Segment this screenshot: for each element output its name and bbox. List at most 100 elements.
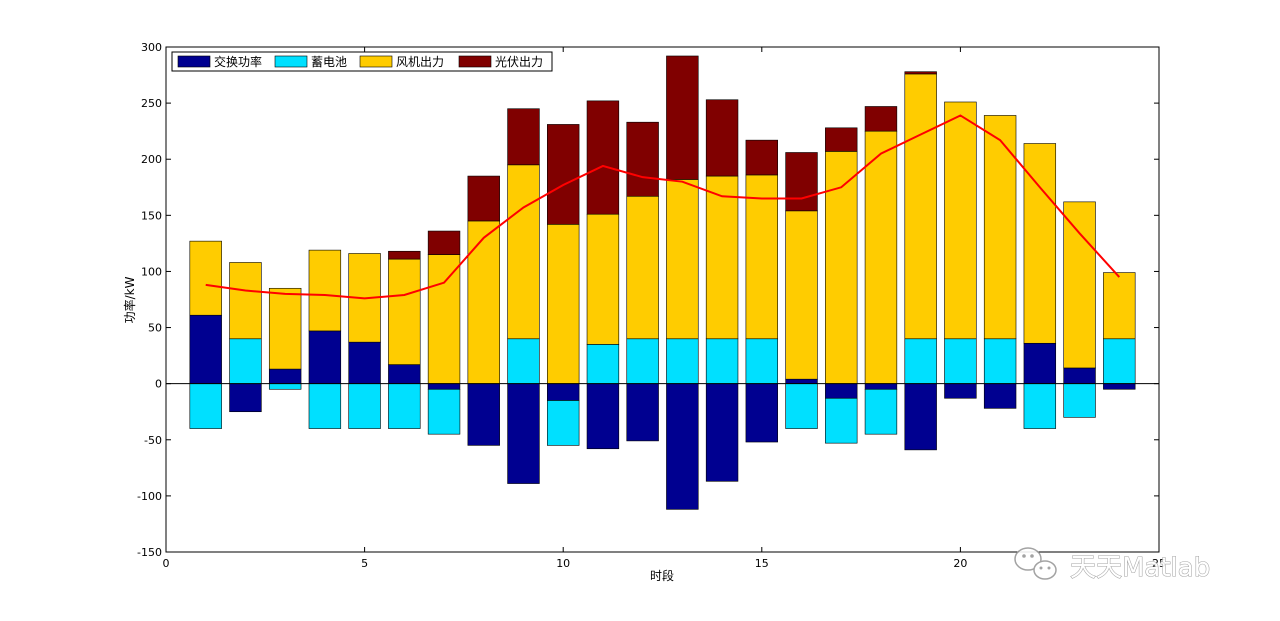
bar-segment-3-period-7 xyxy=(427,254,461,384)
bar-segment-4-period-10 xyxy=(547,124,580,225)
bar-segment-3-period-2 xyxy=(229,262,262,340)
bar-segment-3-period-10 xyxy=(547,224,580,384)
bar-segment-2-period-11 xyxy=(586,344,620,384)
x-axis-ticks: 0 5 10 15 20 25 xyxy=(163,47,1166,570)
bar-segment-2-period-5 xyxy=(348,383,381,429)
y-axis-ticks: -150 -100 -50 0 50 100 150 200 250 300 xyxy=(137,41,1159,559)
bar-segment-3-period-14 xyxy=(705,175,739,340)
bar-segment-4-period-16 xyxy=(785,152,818,212)
bar-segment-3-period-23 xyxy=(1063,201,1096,369)
legend-swatch-2 xyxy=(274,55,308,68)
bar-segment-2-period-9 xyxy=(507,338,540,384)
legend-swatch-3 xyxy=(359,55,393,68)
y-tick-label: 250 xyxy=(141,97,162,110)
y-tick-label: -50 xyxy=(144,434,162,447)
bar-segment-1-period-11 xyxy=(586,383,620,450)
bar-segment-3-period-16 xyxy=(785,210,818,380)
legend-items: 交换功率 蓄电池 风机出力 光伏出力 xyxy=(177,54,543,69)
bar-segment-1-period-6 xyxy=(388,364,421,384)
bar-segment-3-period-15 xyxy=(745,174,778,340)
legend-swatch-1 xyxy=(177,55,211,68)
bar-segment-1-period-2 xyxy=(229,383,262,413)
y-tick-label: -100 xyxy=(137,490,162,503)
x-tick-label: 5 xyxy=(361,557,368,570)
bar-segment-3-period-8 xyxy=(467,220,500,384)
bar-segment-4-period-14 xyxy=(705,99,739,177)
bar-segment-2-period-6 xyxy=(388,383,421,429)
bar-segment-4-period-11 xyxy=(586,100,620,215)
y-tick-label: 50 xyxy=(148,322,162,335)
bar-segment-2-period-3 xyxy=(268,383,302,390)
bar-segment-3-period-20 xyxy=(944,101,977,340)
legend: 交换功率 蓄电池 风机出力 光伏出力 xyxy=(171,51,553,72)
y-tick-label: 200 xyxy=(141,153,162,166)
bar-segment-2-period-1 xyxy=(189,383,222,429)
bar-segment-4-period-19 xyxy=(904,71,937,75)
x-tick-label: 10 xyxy=(556,557,570,570)
bar-segment-1-period-21 xyxy=(983,383,1017,409)
bar-segment-1-period-12 xyxy=(626,383,659,442)
bar-segment-1-period-18 xyxy=(864,383,898,390)
bar-segment-1-period-14 xyxy=(705,383,739,482)
bar-segment-1-period-24 xyxy=(1103,383,1136,390)
bar-segment-1-period-10 xyxy=(547,383,580,401)
bar-segment-1-period-19 xyxy=(904,383,937,451)
bar-segment-1-period-22 xyxy=(1023,342,1057,384)
legend-label-2: 蓄电池 xyxy=(311,55,347,69)
bar-segment-4-period-8 xyxy=(467,175,500,222)
plot-frame xyxy=(165,46,1160,553)
bar-segment-2-period-17 xyxy=(825,397,858,444)
wechat-icon xyxy=(1014,547,1057,580)
bar-segment-2-period-22 xyxy=(1023,383,1057,429)
legend-label-1: 交换功率 xyxy=(214,54,262,69)
watermark-text: 天天Matlab xyxy=(1070,553,1210,583)
bar-segment-4-period-17 xyxy=(825,127,858,152)
bar-segment-3-period-24 xyxy=(1103,272,1136,340)
y-axis-label: 功率/kW xyxy=(122,276,137,323)
bar-segment-3-period-11 xyxy=(586,213,620,345)
y-tick-label: 150 xyxy=(141,209,162,222)
x-tick-label: 20 xyxy=(953,557,967,570)
bar-segment-1-period-17 xyxy=(825,383,858,399)
bar-segment-1-period-15 xyxy=(745,383,778,443)
bar-segment-2-period-21 xyxy=(983,338,1017,384)
bar-segment-2-period-24 xyxy=(1103,338,1136,384)
bar-segment-1-period-8 xyxy=(467,383,500,446)
bar-segment-1-period-23 xyxy=(1063,367,1096,384)
bar-segment-2-period-14 xyxy=(705,338,739,384)
y-tick-label: 0 xyxy=(155,378,162,391)
legend-swatch-4 xyxy=(458,55,492,68)
bar-segment-2-period-4 xyxy=(308,383,342,429)
bar-segment-2-period-2 xyxy=(229,338,262,384)
bar-segment-2-period-18 xyxy=(864,388,898,435)
bar-segment-3-period-21 xyxy=(983,115,1017,340)
x-tick-label: 0 xyxy=(163,557,170,570)
bar-segment-1-period-9 xyxy=(507,383,540,484)
bar-segment-3-period-13 xyxy=(666,179,699,340)
bar-segment-3-period-6 xyxy=(388,258,421,365)
bar-segment-4-period-15 xyxy=(745,139,778,176)
bar-segment-4-period-9 xyxy=(507,108,540,166)
bar-segment-1-period-3 xyxy=(268,368,302,384)
bar-segment-2-period-16 xyxy=(785,383,818,429)
bar-segment-1-period-5 xyxy=(348,341,381,384)
bar-segment-3-period-22 xyxy=(1023,143,1057,344)
bar-segment-3-period-3 xyxy=(268,287,302,370)
bar-segment-3-period-18 xyxy=(864,130,898,384)
bar-segment-4-period-7 xyxy=(427,230,461,255)
bar-segment-4-period-12 xyxy=(626,121,659,197)
bar-segment-2-period-20 xyxy=(944,338,977,384)
bar-segment-1-period-20 xyxy=(944,383,977,399)
bar-segment-3-period-4 xyxy=(308,249,342,332)
bar-segment-1-period-13 xyxy=(666,383,699,510)
x-tick-label: 15 xyxy=(755,557,769,570)
bar-segment-1-period-4 xyxy=(308,330,342,384)
bar-segment-1-period-7 xyxy=(427,383,461,390)
bar-segment-2-period-10 xyxy=(547,400,580,446)
bar-segment-2-period-23 xyxy=(1063,383,1096,418)
x-tick-label: 25 xyxy=(1152,557,1166,570)
bar-segment-2-period-19 xyxy=(904,338,937,384)
bar-segment-2-period-7 xyxy=(427,388,461,435)
y-tick-label: -150 xyxy=(137,546,162,559)
